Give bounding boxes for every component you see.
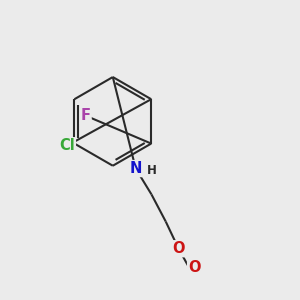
Text: Cl: Cl: [59, 138, 75, 153]
Text: O: O: [188, 260, 201, 275]
Text: N: N: [130, 161, 142, 176]
Text: F: F: [81, 108, 91, 123]
Text: O: O: [172, 241, 185, 256]
Text: H: H: [146, 164, 156, 176]
